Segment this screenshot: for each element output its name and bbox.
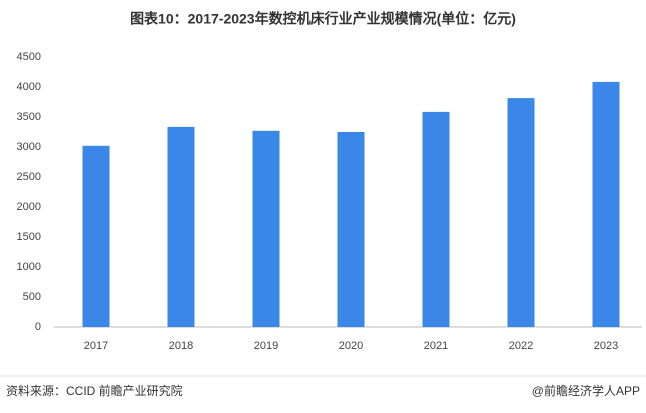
y-tick-label: 1500 (17, 231, 41, 243)
bar (82, 145, 110, 327)
y-tick-label: 3000 (17, 141, 41, 153)
y-tick-label: 2000 (17, 201, 41, 213)
bar (592, 81, 620, 328)
y-tick-label: 1000 (17, 261, 41, 273)
credit: @前瞻经济学人APP (532, 383, 640, 398)
bar (422, 111, 450, 328)
bar (507, 98, 535, 327)
x-tick-label: 2017 (84, 340, 108, 352)
x-tick-label: 2021 (424, 340, 448, 352)
y-tick-label: 2500 (17, 171, 41, 183)
y-tick-label: 3500 (17, 111, 41, 123)
x-tick-label: 2022 (509, 340, 533, 352)
bar (252, 130, 280, 327)
y-tick-label: 4500 (17, 51, 41, 63)
x-tick-label: 2020 (339, 340, 363, 352)
bar (337, 132, 365, 327)
chart-title: 图表10：2017-2023年数控机床行业产业规模情况(单位：亿元) (130, 11, 516, 27)
y-tick-label: 500 (23, 291, 41, 303)
y-tick-label: 4000 (17, 81, 41, 93)
x-tick-label: 2023 (594, 340, 618, 352)
bar (167, 126, 195, 328)
y-tick-label: 0 (35, 321, 41, 333)
x-tick-label: 2019 (254, 340, 278, 352)
source: 资料来源：CCID 前瞻产业研究院 (6, 383, 183, 398)
x-tick-label: 2018 (169, 340, 193, 352)
